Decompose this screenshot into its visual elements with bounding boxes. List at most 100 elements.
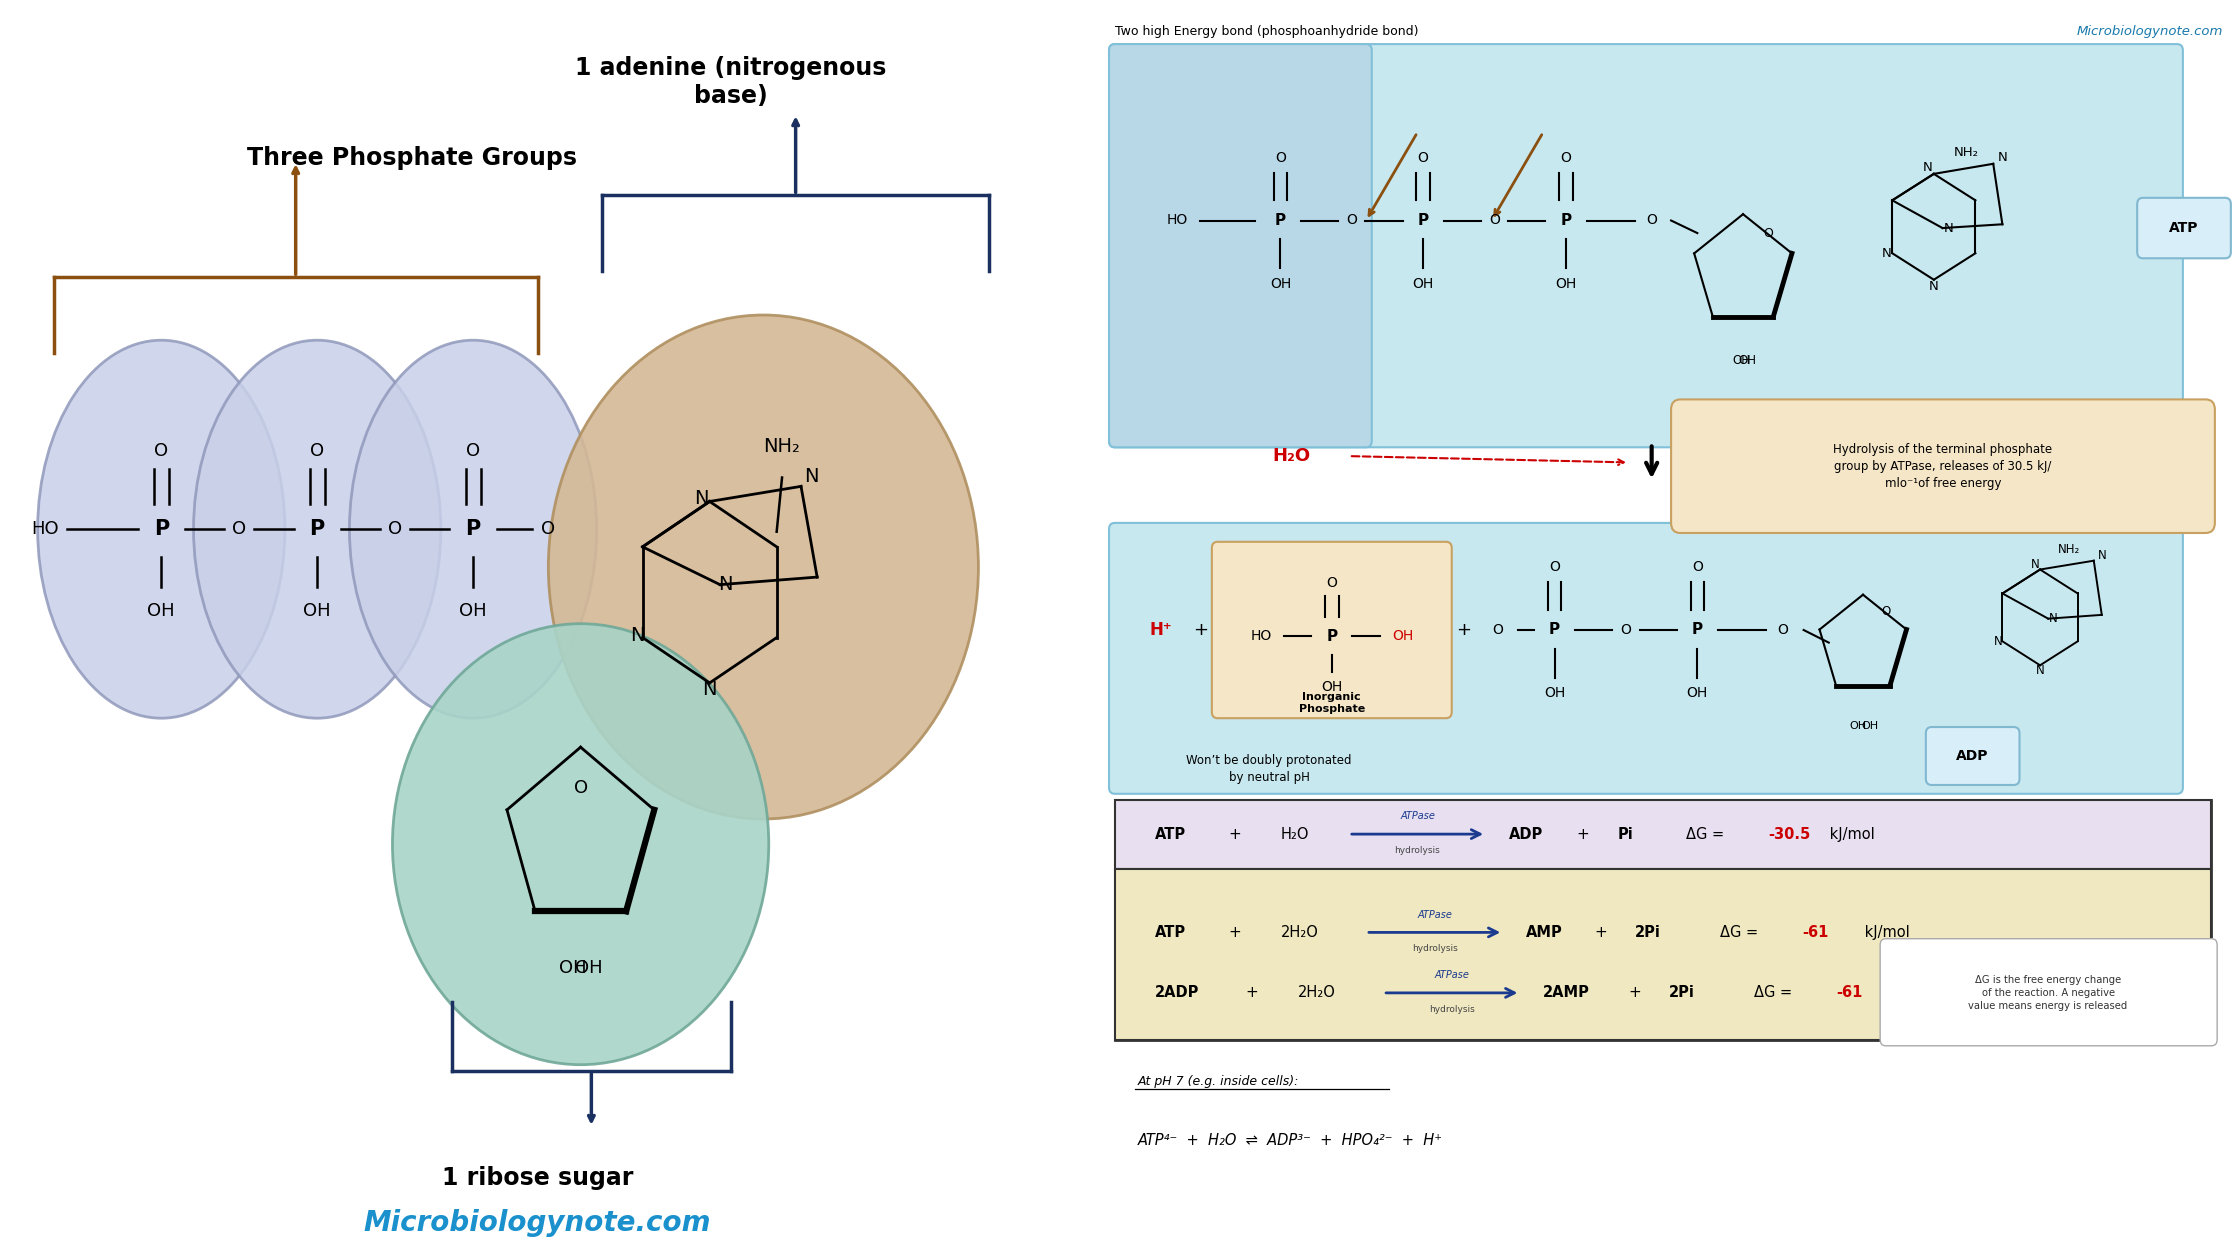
Text: 2H₂O: 2H₂O [1281,925,1319,940]
Text: +: + [1628,985,1642,1000]
Text: O: O [1646,213,1658,228]
Text: O: O [233,520,246,538]
Text: ATP: ATP [1154,827,1185,842]
Text: kJ/mol: kJ/mol [1859,925,1908,940]
Text: P: P [1561,213,1572,228]
Text: ATPase: ATPase [1434,970,1469,980]
Text: HO: HO [1167,213,1187,228]
Text: P: P [155,519,168,539]
Text: OH: OH [1270,276,1290,291]
Text: NH₂: NH₂ [2056,543,2079,556]
Text: O: O [1550,559,1559,575]
Text: P: P [1326,629,1337,644]
Text: ADP: ADP [1510,827,1543,842]
Text: 1 ribose sugar: 1 ribose sugar [441,1166,634,1191]
Text: Microbiologynote.com: Microbiologynote.com [2076,25,2222,38]
Text: H₂O: H₂O [1272,447,1310,465]
FancyBboxPatch shape [1109,44,1371,447]
Text: Two high Energy bond (phosphoanhydride bond): Two high Energy bond (phosphoanhydride b… [1116,25,1418,38]
Text: OH: OH [302,602,332,620]
Text: O: O [573,779,587,798]
Text: 2ADP: 2ADP [1154,985,1198,1000]
Text: NH₂: NH₂ [1953,146,1978,159]
Text: ΔG =: ΔG = [1720,925,1763,940]
Text: OH: OH [1850,721,1866,731]
Text: N: N [719,575,732,595]
Text: 2Pi: 2Pi [1635,925,1660,940]
Text: H₂O: H₂O [1281,827,1308,842]
Text: ATP⁴⁻  +  H₂O  ⇌  ADP³⁻  +  HPO₄²⁻  +  H⁺: ATP⁴⁻ + H₂O ⇌ ADP³⁻ + HPO₄²⁻ + H⁺ [1138,1133,1443,1148]
Text: OH: OH [459,602,486,620]
Text: N: N [2036,664,2045,677]
Circle shape [549,315,979,819]
Text: OH: OH [1391,629,1413,644]
Text: O: O [1763,227,1774,239]
Text: +: + [1228,925,1241,940]
FancyBboxPatch shape [1879,939,2218,1046]
Text: 1 adenine (nitrogenous
base): 1 adenine (nitrogenous base) [576,55,887,108]
Text: P: P [1275,213,1286,228]
Text: O: O [1275,150,1286,165]
Text: +: + [1228,827,1241,842]
Text: O: O [1418,150,1429,165]
Text: N: N [1882,247,1891,260]
Text: ΔG is the free energy change
of the reaction. A negative
value means energy is r: ΔG is the free energy change of the reac… [1969,975,2128,1011]
Text: N: N [1994,635,2003,648]
Text: AMP: AMP [1525,925,1564,940]
Text: N: N [1929,280,1938,292]
Text: Three Phosphate Groups: Three Phosphate Groups [246,145,578,170]
Text: ΔG =: ΔG = [1754,985,1796,1000]
Text: O: O [542,520,556,538]
Text: -30.5: -30.5 [1767,827,1810,842]
Circle shape [392,624,768,1065]
FancyBboxPatch shape [1671,399,2215,533]
Text: OH: OH [1738,354,1756,368]
Text: Microbiologynote.com: Microbiologynote.com [363,1210,712,1237]
Text: kJ/mol: kJ/mol [1826,827,1875,842]
Text: N: N [2047,612,2056,625]
Text: OH: OH [1861,721,1879,731]
Text: HO: HO [31,520,58,538]
Text: kJ/mol: kJ/mol [1893,985,1944,1000]
Text: ATP: ATP [1154,925,1185,940]
Text: N: N [1944,222,1953,234]
FancyBboxPatch shape [1116,800,2211,869]
Text: OH: OH [560,959,587,976]
Text: N: N [804,466,820,486]
Text: P: P [1550,622,1559,638]
Text: ATP: ATP [2168,220,2200,236]
Text: O: O [388,520,403,538]
Text: H⁺: H⁺ [1149,621,1172,639]
Text: +: + [1245,985,1259,1000]
Text: N: N [694,489,708,509]
Text: P: P [1691,622,1702,638]
Ellipse shape [38,340,284,718]
Text: OH: OH [1732,354,1749,368]
FancyBboxPatch shape [1116,800,2211,1040]
Text: Won’t be doubly protonated
by neutral pH: Won’t be doubly protonated by neutral pH [1187,753,1351,784]
Text: N: N [703,679,717,699]
Text: +: + [1595,925,1606,940]
FancyBboxPatch shape [1212,542,1452,718]
Text: -61: -61 [1837,985,1864,1000]
Text: OH: OH [576,959,603,976]
Text: N: N [2032,558,2041,571]
FancyBboxPatch shape [1926,727,2020,785]
Text: O: O [1882,605,1891,617]
Text: O: O [155,442,168,460]
Text: hydrolysis: hydrolysis [1429,1004,1474,1014]
Text: Inorganic
Phosphate: Inorganic Phosphate [1299,692,1364,714]
Text: Pi: Pi [1617,827,1633,842]
Text: O: O [1492,622,1503,638]
Text: -61: -61 [1803,925,1828,940]
Text: hydrolysis: hydrolysis [1411,944,1458,954]
Text: 2AMP: 2AMP [1543,985,1590,1000]
Text: O: O [1561,150,1572,165]
Text: O: O [1620,622,1631,638]
Text: O: O [309,442,325,460]
Text: +: + [1577,827,1590,842]
Text: O: O [1490,213,1501,228]
Text: P: P [309,519,325,539]
Text: OH: OH [1687,685,1707,701]
Text: ADP: ADP [1956,748,1989,764]
